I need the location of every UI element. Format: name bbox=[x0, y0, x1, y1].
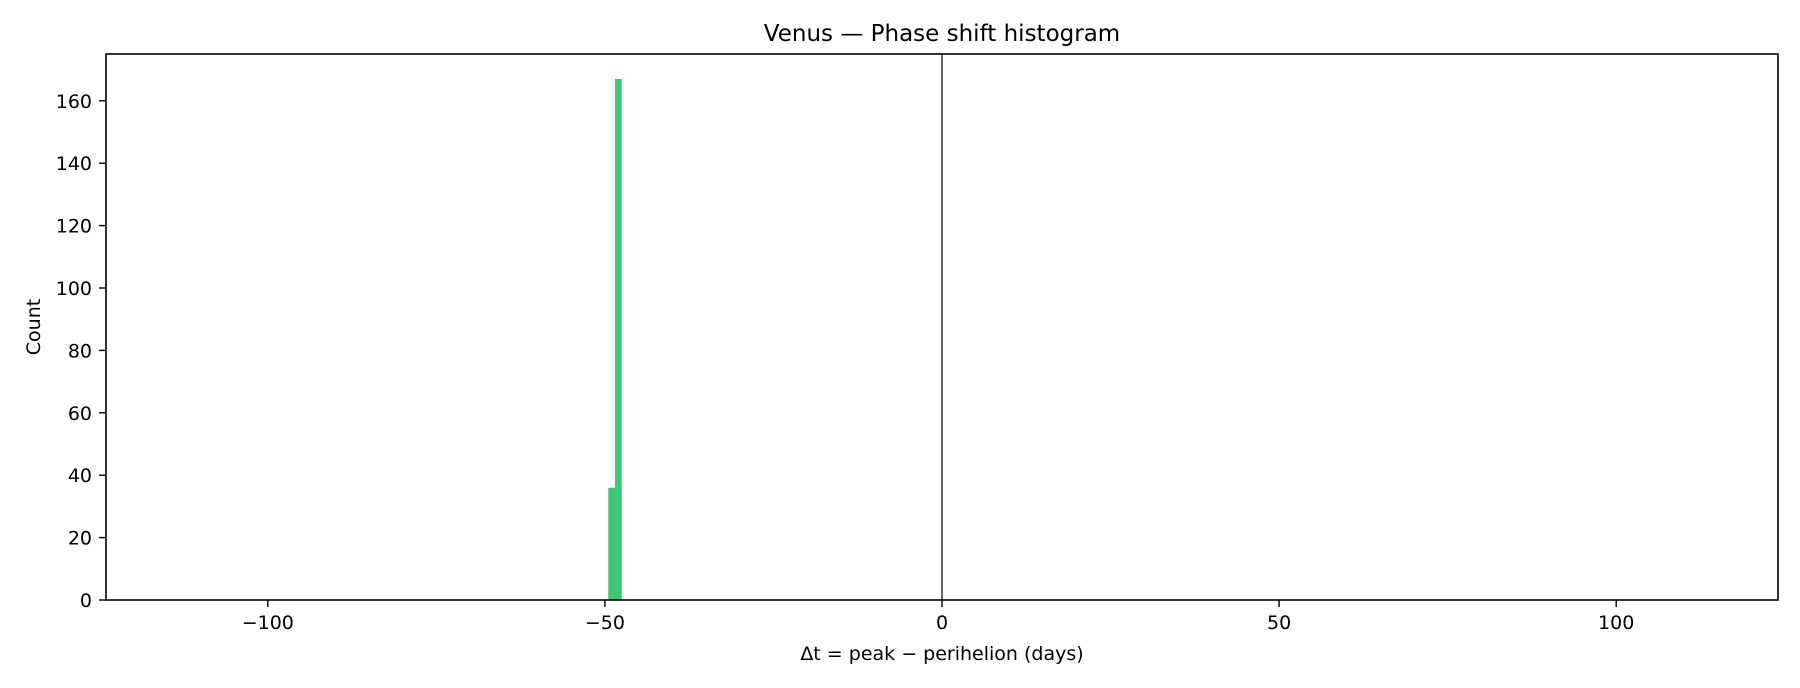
y-tick-label: 160 bbox=[56, 91, 92, 113]
y-tick-label: 60 bbox=[68, 403, 92, 425]
x-tick-label: 0 bbox=[936, 612, 948, 634]
y-tick-label: 100 bbox=[56, 278, 92, 300]
y-tick-label: 140 bbox=[56, 153, 92, 175]
x-axis-ticks: −100 −50 0 50 100 bbox=[242, 600, 1634, 634]
histogram-bar-0 bbox=[608, 487, 616, 600]
x-axis-title: Δt = peak − perihelion (days) bbox=[800, 643, 1083, 665]
y-tick-label: 80 bbox=[68, 340, 92, 362]
y-axis-title: Count bbox=[23, 299, 45, 355]
bars-layer bbox=[608, 78, 622, 600]
x-tick-label: 100 bbox=[1598, 612, 1634, 634]
y-tick-label: 20 bbox=[68, 528, 92, 550]
x-tick-label: −50 bbox=[585, 612, 625, 634]
y-tick-label: 40 bbox=[68, 465, 92, 487]
y-axis-ticks: 0 20 40 60 80 100 120 140 160 bbox=[56, 91, 106, 612]
x-tick-label: 50 bbox=[1267, 612, 1291, 634]
y-tick-label: 120 bbox=[56, 216, 92, 238]
chart-title: Venus — Phase shift histogram bbox=[764, 21, 1120, 47]
x-tick-label: −100 bbox=[242, 612, 294, 634]
y-tick-label: 0 bbox=[80, 590, 92, 612]
histogram-bar-1 bbox=[615, 78, 622, 600]
